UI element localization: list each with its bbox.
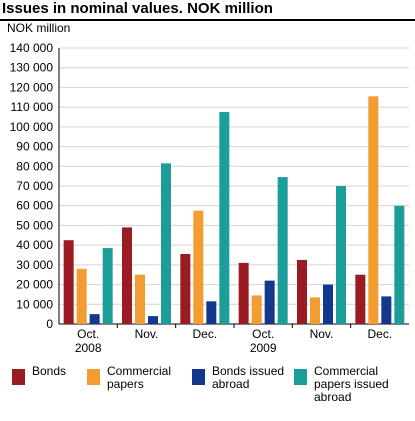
legend-label: Commercial papers bbox=[107, 364, 172, 391]
bar-bonds-issued-abroad bbox=[381, 296, 392, 324]
bar-bonds bbox=[238, 262, 249, 324]
bar-commercial-papers bbox=[251, 295, 262, 324]
x-tick-label: Oct. bbox=[77, 327, 99, 341]
x-tick-label: Nov. bbox=[310, 327, 334, 341]
y-tick-label: 80 000 bbox=[16, 159, 53, 173]
bar-bonds bbox=[180, 254, 191, 324]
bar-commercial-papers bbox=[135, 274, 145, 324]
y-tick-label: 120 000 bbox=[10, 80, 54, 94]
title-divider bbox=[0, 19, 415, 21]
y-tick-label: 10 000 bbox=[16, 297, 53, 311]
bar-bonds bbox=[63, 240, 74, 324]
y-tick-label: 20 000 bbox=[16, 278, 53, 292]
x-tick-label: Dec. bbox=[367, 327, 392, 341]
bar-commercial-papers-issued-abroad bbox=[219, 112, 230, 324]
bar-commercial-papers-issued-abroad bbox=[336, 186, 346, 324]
y-tick-label: 60 000 bbox=[16, 199, 53, 213]
y-tick-label: 30 000 bbox=[16, 258, 53, 272]
x-tick-label: 2008 bbox=[75, 341, 102, 355]
bar-bonds-issued-abroad bbox=[323, 284, 333, 324]
y-tick-label: 110 000 bbox=[11, 100, 54, 114]
x-tick-label: Oct. bbox=[252, 327, 274, 341]
x-tick-label: 2009 bbox=[250, 341, 277, 355]
chart-title: Issues in nominal values. NOK million bbox=[2, 0, 273, 17]
y-tick-label: 140 000 bbox=[10, 41, 54, 55]
y-tick-label: 90 000 bbox=[16, 140, 53, 154]
bar-bonds-issued-abroad bbox=[264, 280, 275, 324]
bar-bonds bbox=[355, 274, 366, 324]
y-tick-label: 40 000 bbox=[16, 238, 53, 252]
y-tick-label: 0 bbox=[46, 317, 53, 331]
y-axis-unit-label: NOK million bbox=[7, 21, 71, 35]
x-tick-label: Nov. bbox=[135, 327, 159, 341]
bar-bonds-issued-abroad bbox=[148, 316, 158, 324]
bar-commercial-papers bbox=[76, 268, 87, 324]
y-tick-label: 50 000 bbox=[16, 218, 53, 232]
legend-label: Commercial papers issued abroad bbox=[314, 364, 389, 404]
bar-commercial-papers bbox=[368, 96, 379, 324]
legend-swatch bbox=[12, 369, 25, 385]
bar-commercial-papers-issued-abroad bbox=[394, 205, 405, 324]
bar-bonds bbox=[122, 227, 132, 324]
bar-commercial-papers bbox=[310, 297, 320, 324]
legend-swatch bbox=[192, 369, 205, 385]
bar-chart: 0 10 000 20 000 30 000 40 000 50 000 60 000 70 … bbox=[10, 41, 409, 355]
legend-swatch bbox=[294, 369, 307, 385]
bar-commercial-papers bbox=[193, 210, 204, 324]
legend-swatch bbox=[87, 369, 100, 385]
bar-commercial-papers-issued-abroad bbox=[102, 248, 113, 324]
legend-label: Bonds issued abroad bbox=[212, 364, 285, 391]
y-tick-label: 70 000 bbox=[16, 179, 53, 193]
bar-bonds-issued-abroad bbox=[89, 314, 100, 324]
bar-bonds-issued-abroad bbox=[206, 301, 217, 324]
bar-bonds bbox=[297, 259, 307, 324]
chart-legend: Bonds Commercial papers Bonds issued abr… bbox=[0, 364, 415, 421]
y-tick-label: 130 000 bbox=[10, 61, 54, 75]
bar-commercial-papers-issued-abroad bbox=[161, 163, 171, 324]
bar-commercial-papers-issued-abroad bbox=[277, 177, 288, 324]
legend-label: Bonds bbox=[32, 364, 67, 378]
y-tick-label: 100 000 bbox=[10, 120, 54, 134]
x-tick-label: Dec. bbox=[192, 327, 217, 341]
